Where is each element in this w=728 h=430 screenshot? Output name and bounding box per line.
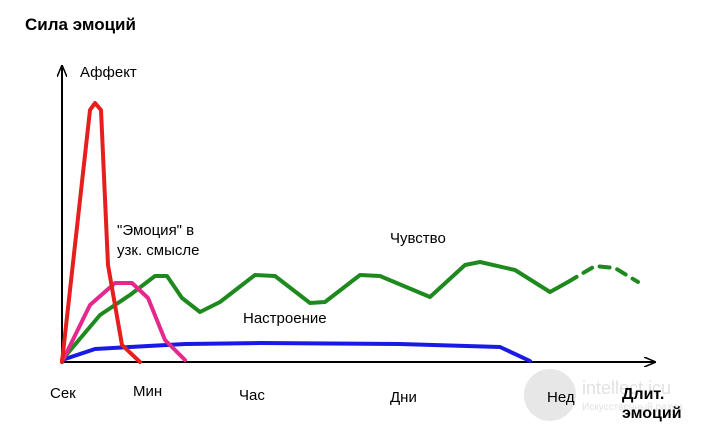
watermark: intellect.icu Искусственный разум: [524, 369, 683, 421]
emotion-curve: [60, 281, 187, 364]
feeling-label: Чувство: [390, 230, 446, 247]
emotion-label: узк. смысле: [117, 242, 199, 259]
x-label: Дни: [390, 389, 417, 406]
x-label: Сек: [50, 385, 76, 402]
watermark-subtext: Искусственный разум: [582, 402, 683, 413]
affect-label: Аффект: [80, 64, 137, 81]
x-label: Нед: [547, 389, 575, 406]
x-axis-title: Длит.: [622, 386, 664, 403]
x-label: Час: [239, 387, 265, 404]
mood-curve: [60, 341, 532, 363]
mood-label: Настроение: [243, 310, 327, 327]
x-label: Мин: [133, 383, 162, 400]
feeling-curve: [60, 260, 570, 362]
watermark-text: intellect.icu: [582, 378, 671, 398]
y-axis-title: Сила эмоций: [25, 15, 136, 34]
emotion-label: "Эмоция" в: [117, 222, 194, 239]
affect-curve: [60, 101, 142, 364]
feeling-curve-dashed: [566, 264, 640, 284]
x-axis-title: эмоций: [622, 405, 682, 422]
watermark-circle: [524, 369, 576, 421]
